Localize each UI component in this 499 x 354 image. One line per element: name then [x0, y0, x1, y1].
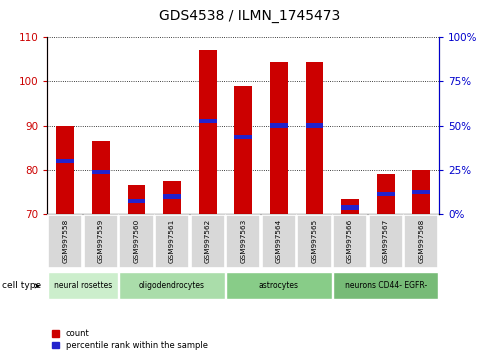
FancyBboxPatch shape [191, 215, 225, 268]
Text: GSM997564: GSM997564 [276, 218, 282, 263]
Bar [235, 86, 252, 214]
Text: GSM997561: GSM997561 [169, 218, 175, 263]
Text: oligodendrocytes: oligodendrocytes [139, 281, 205, 290]
Legend: count, percentile rank within the sample: count, percentile rank within the sample [51, 329, 208, 350]
Bar [128, 185, 145, 214]
Bar [199, 50, 217, 214]
FancyBboxPatch shape [333, 215, 367, 268]
Text: neural rosettes: neural rosettes [54, 281, 112, 290]
FancyBboxPatch shape [226, 215, 260, 268]
FancyBboxPatch shape [297, 215, 331, 268]
Text: GSM997562: GSM997562 [205, 218, 211, 263]
FancyBboxPatch shape [404, 215, 439, 268]
Text: neurons CD44- EGFR-: neurons CD44- EGFR- [345, 281, 427, 290]
Bar [412, 190, 430, 194]
Text: GDS4538 / ILMN_1745473: GDS4538 / ILMN_1745473 [159, 9, 340, 23]
Bar [92, 170, 110, 174]
Bar [377, 192, 395, 196]
FancyBboxPatch shape [48, 272, 118, 299]
FancyBboxPatch shape [262, 215, 296, 268]
Bar [377, 174, 395, 214]
Bar [341, 199, 359, 214]
Bar [305, 124, 323, 128]
Text: GSM997566: GSM997566 [347, 218, 353, 263]
Text: cell type: cell type [2, 281, 41, 290]
Bar [56, 159, 74, 163]
Text: GSM997558: GSM997558 [62, 218, 68, 263]
Bar [199, 119, 217, 124]
FancyBboxPatch shape [369, 215, 403, 268]
Bar [270, 124, 288, 128]
Bar [128, 199, 145, 203]
Text: GSM997567: GSM997567 [383, 218, 389, 263]
Bar [412, 170, 430, 214]
Bar [163, 194, 181, 199]
FancyBboxPatch shape [119, 272, 225, 299]
Bar [56, 126, 74, 214]
FancyBboxPatch shape [48, 215, 82, 268]
Text: GSM997560: GSM997560 [133, 218, 139, 263]
FancyBboxPatch shape [119, 215, 154, 268]
FancyBboxPatch shape [226, 272, 331, 299]
Bar [92, 141, 110, 214]
Text: GSM997565: GSM997565 [311, 218, 317, 263]
Text: GSM997559: GSM997559 [98, 218, 104, 263]
Bar [305, 62, 323, 214]
Text: astrocytes: astrocytes [259, 281, 299, 290]
FancyBboxPatch shape [333, 272, 439, 299]
Text: GSM997568: GSM997568 [418, 218, 424, 263]
Bar [270, 62, 288, 214]
FancyBboxPatch shape [155, 215, 189, 268]
Bar [163, 181, 181, 214]
Bar [341, 205, 359, 210]
Bar [235, 135, 252, 139]
Text: GSM997563: GSM997563 [240, 218, 247, 263]
FancyBboxPatch shape [84, 215, 118, 268]
